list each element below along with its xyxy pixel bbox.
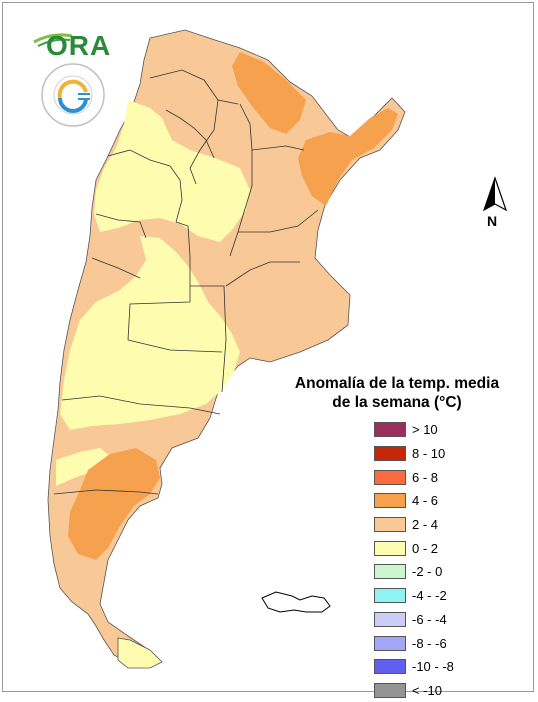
legend-swatch	[374, 564, 406, 580]
legend-label: -4 - -2	[412, 588, 447, 604]
legend-item: 6 - 8	[374, 465, 454, 489]
legend-label: -10 - -8	[412, 659, 454, 675]
legend-list: > 10 8 - 10 6 - 8 4 - 6 2 - 4 0 - 2 -2 - 0 -4 -…	[374, 418, 454, 702]
legend-item: -10 - -8	[374, 655, 454, 679]
legend-swatch	[374, 446, 406, 462]
legend-label: 8 - 10	[412, 446, 446, 462]
zone-0-2-north	[94, 100, 250, 242]
zone-4-6-northeast	[232, 52, 306, 134]
legend-swatch	[374, 540, 406, 556]
legend-label: > 10	[412, 422, 438, 438]
legend-swatch	[374, 588, 406, 604]
legend-swatch	[374, 517, 406, 533]
malvinas-islands	[261, 591, 331, 613]
legend-label: -8 - -6	[412, 635, 447, 651]
legend-swatch	[374, 611, 406, 627]
smn-seal-icon	[41, 63, 105, 127]
legend-item: -2 - 0	[374, 560, 454, 584]
zone-4-6-misiones	[298, 108, 398, 206]
zone-0-2-south-patch	[56, 448, 110, 486]
legend-item: 4 - 6	[374, 489, 454, 513]
north-arrow-icon	[482, 176, 508, 212]
legend-swatch	[374, 659, 406, 675]
zone-0-2-central	[60, 236, 240, 430]
legend-label: 6 - 8	[412, 469, 439, 485]
legend-label: 0 - 2	[412, 540, 439, 556]
legend-swatch	[374, 469, 406, 485]
legend-title-line2: de la semana (°C)	[332, 394, 462, 411]
ora-logo-text: ORA	[46, 30, 112, 61]
legend-item: -6 - -4	[374, 608, 454, 632]
north-label: N	[487, 213, 498, 229]
legend-title-line1: Anomalía de la temp. media	[294, 375, 500, 392]
legend-item: 2 - 4	[374, 513, 454, 537]
tierra-del-fuego	[117, 637, 163, 669]
legend-item: -4 - -2	[374, 584, 454, 608]
legend-item: -8 - -6	[374, 631, 454, 655]
legend-item: 8 - 10	[374, 442, 454, 466]
map-frame	[2, 2, 534, 692]
legend-label: 2 - 4	[412, 517, 439, 533]
legend-swatch	[374, 422, 406, 438]
legend-label: < -10	[412, 682, 442, 698]
legend-label: -6 - -4	[412, 611, 447, 627]
legend-label: 4 - 6	[412, 493, 439, 509]
legend-item: > 10	[374, 418, 454, 442]
legend-label: -2 - 0	[412, 564, 443, 580]
legend-swatch	[374, 493, 406, 509]
province-borders	[53, 69, 319, 495]
legend-swatch	[374, 635, 406, 651]
legend-item: 0 - 2	[374, 536, 454, 560]
zone-4-6-patagonia	[68, 448, 160, 560]
legend-item: < -10	[374, 679, 454, 702]
ora-logo-icon	[33, 33, 73, 47]
legend-title: Anomalía de la temp. media de la semana …	[282, 374, 512, 412]
